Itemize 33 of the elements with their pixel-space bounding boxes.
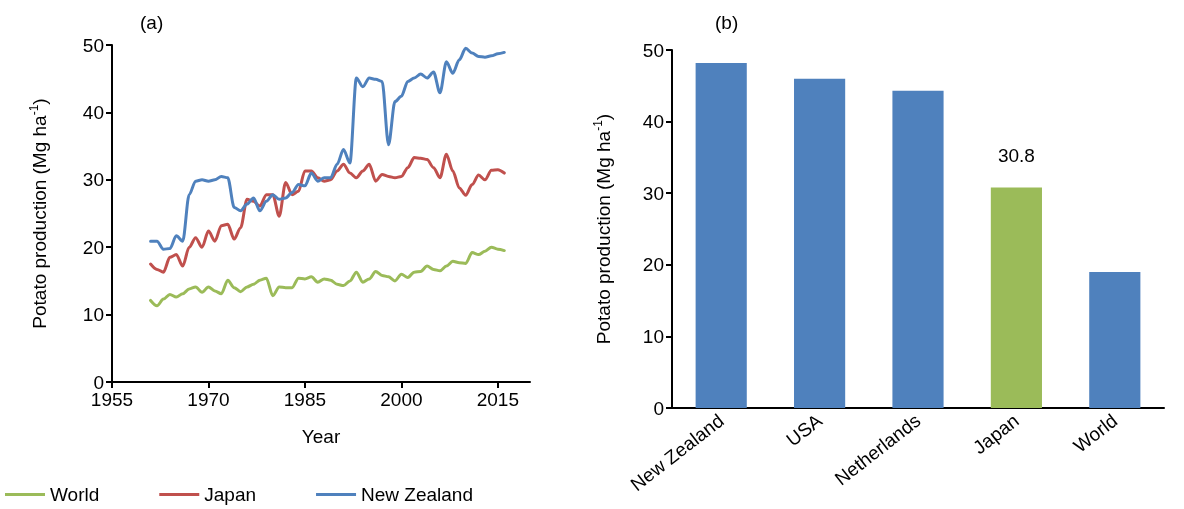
legend-label: New Zealand: [361, 484, 473, 505]
x-tick-label: 1970: [187, 389, 230, 410]
line-series: [149, 152, 506, 274]
x-tick-label: 1985: [283, 389, 327, 410]
legend-label: World: [50, 484, 100, 505]
y-axis-title: Potato production (Mg ha-1): [27, 98, 50, 329]
y-tick-label: 30: [642, 182, 664, 204]
bar: [990, 187, 1042, 408]
y-tick-label: 50: [642, 39, 664, 61]
x-axis-title: Year: [301, 426, 341, 447]
y-tick-label: 30: [82, 169, 104, 191]
x-tick-label: USA: [782, 409, 827, 451]
y-tick-label: 40: [642, 111, 664, 133]
y-tick-label: 10: [82, 304, 104, 326]
y-tick-label: 50: [82, 34, 104, 56]
bar: [794, 78, 846, 408]
chart-title: (a): [140, 12, 164, 33]
chart-title: (b): [715, 12, 739, 33]
y-tick-label: 20: [642, 254, 664, 276]
bar: [695, 62, 747, 408]
line-series: [149, 245, 506, 308]
bar: [1089, 271, 1141, 408]
legend-label: Japan: [204, 484, 257, 505]
line-series: [149, 46, 506, 251]
x-tick-label: 2000: [380, 389, 423, 410]
bar: [892, 90, 944, 408]
y-tick-label: 20: [82, 236, 104, 258]
x-tick-label: 2015: [476, 389, 519, 410]
y-axis-title: Potato production (Mg ha-1): [591, 113, 614, 345]
y-tick-label: 40: [82, 101, 104, 123]
y-tick-label: 10: [642, 325, 664, 347]
data-label: 30.8: [997, 145, 1035, 167]
y-tick-label: 0: [653, 397, 664, 419]
